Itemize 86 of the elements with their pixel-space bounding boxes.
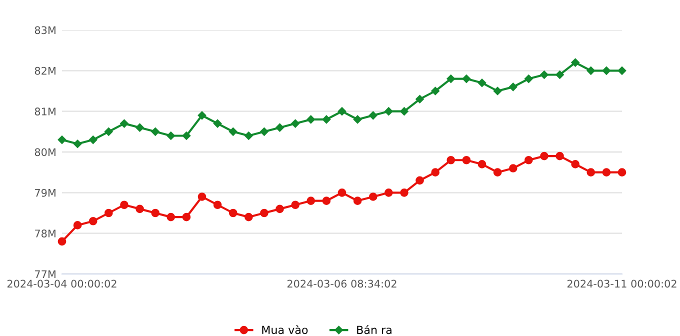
point xyxy=(586,66,596,75)
point xyxy=(182,132,191,140)
point xyxy=(478,160,486,168)
point xyxy=(571,160,580,168)
point xyxy=(136,204,144,214)
point xyxy=(104,208,113,218)
point xyxy=(260,208,268,218)
point xyxy=(508,164,518,172)
x-tick-label: 2024-03-04 00:00:02 xyxy=(7,280,116,288)
point xyxy=(120,119,128,128)
point xyxy=(322,115,331,124)
point xyxy=(88,136,98,144)
point xyxy=(602,168,611,176)
point xyxy=(151,128,160,136)
point xyxy=(431,168,440,176)
point xyxy=(462,74,471,83)
point xyxy=(416,95,424,104)
point xyxy=(368,111,378,120)
point xyxy=(306,115,316,124)
point xyxy=(446,156,456,164)
point xyxy=(493,86,502,96)
y-tick-label: 80M xyxy=(34,148,56,156)
point xyxy=(228,128,238,136)
point xyxy=(276,123,284,132)
point xyxy=(540,70,548,79)
point xyxy=(571,58,580,67)
point xyxy=(368,192,378,201)
point xyxy=(120,200,128,210)
point xyxy=(524,156,533,164)
point xyxy=(136,123,144,132)
point xyxy=(104,128,113,136)
point xyxy=(446,74,456,83)
y-tick-label: 82M xyxy=(34,66,56,75)
point xyxy=(213,119,222,128)
point xyxy=(73,221,82,230)
y-tick-label: 83M xyxy=(34,26,56,34)
point xyxy=(400,188,408,197)
point xyxy=(338,107,346,116)
point xyxy=(58,237,66,246)
point xyxy=(384,188,393,197)
point xyxy=(88,216,98,226)
point xyxy=(182,212,191,222)
point xyxy=(540,152,548,160)
legend-label: Bán ra xyxy=(357,325,392,334)
point xyxy=(384,107,393,116)
point xyxy=(478,78,486,87)
point xyxy=(276,204,284,214)
point xyxy=(508,82,518,92)
point xyxy=(198,192,206,201)
point xyxy=(618,168,626,176)
point xyxy=(493,168,502,176)
point xyxy=(306,196,316,205)
point xyxy=(244,132,253,140)
y-tick-label: 77M xyxy=(35,270,56,278)
point xyxy=(244,212,253,222)
point xyxy=(602,66,611,75)
legend-label: Mua vào xyxy=(262,325,308,334)
y-tick-label: 78M xyxy=(35,230,56,238)
point xyxy=(556,152,564,160)
point xyxy=(166,132,176,140)
y-tick-label: 81M xyxy=(34,108,56,116)
point xyxy=(431,86,440,96)
point xyxy=(213,200,222,210)
point xyxy=(556,70,564,79)
point xyxy=(151,208,160,218)
point xyxy=(338,188,346,197)
point xyxy=(586,168,596,176)
point xyxy=(353,196,362,205)
point xyxy=(322,196,331,205)
point xyxy=(73,140,82,148)
point xyxy=(524,74,533,83)
point xyxy=(58,136,66,144)
point xyxy=(618,66,626,75)
x-tick-label: 2024-03-06 08:34:02 xyxy=(287,280,396,288)
point xyxy=(291,200,300,210)
point xyxy=(198,111,206,120)
point xyxy=(400,107,408,116)
point xyxy=(462,156,471,164)
point xyxy=(228,208,238,218)
y-tick-label: 79M xyxy=(35,188,56,197)
point xyxy=(260,128,268,136)
point xyxy=(291,119,300,128)
point xyxy=(166,212,176,222)
point xyxy=(353,115,362,124)
x-tick-label: 2024-03-11 00:00:02 xyxy=(567,280,676,288)
point xyxy=(416,176,424,185)
